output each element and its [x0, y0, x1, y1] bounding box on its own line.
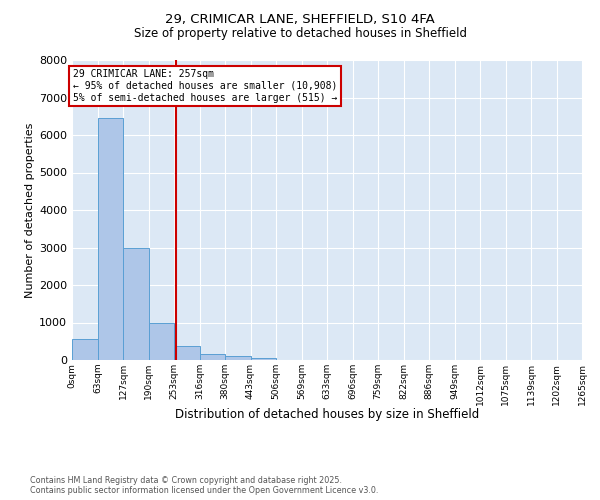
Bar	[251, 358, 276, 360]
Y-axis label: Number of detached properties: Number of detached properties	[25, 122, 35, 298]
Bar	[123, 248, 149, 360]
Bar	[72, 340, 97, 360]
Text: Contains HM Land Registry data © Crown copyright and database right 2025.
Contai: Contains HM Land Registry data © Crown c…	[30, 476, 379, 495]
X-axis label: Distribution of detached houses by size in Sheffield: Distribution of detached houses by size …	[175, 408, 479, 420]
Text: Size of property relative to detached houses in Sheffield: Size of property relative to detached ho…	[133, 28, 467, 40]
Bar	[97, 118, 123, 360]
Bar	[225, 356, 251, 360]
Bar	[149, 322, 174, 360]
Text: 29 CRIMICAR LANE: 257sqm
← 95% of detached houses are smaller (10,908)
5% of sem: 29 CRIMICAR LANE: 257sqm ← 95% of detach…	[73, 70, 337, 102]
Bar	[174, 346, 199, 360]
Bar	[199, 354, 225, 360]
Text: 29, CRIMICAR LANE, SHEFFIELD, S10 4FA: 29, CRIMICAR LANE, SHEFFIELD, S10 4FA	[165, 12, 435, 26]
